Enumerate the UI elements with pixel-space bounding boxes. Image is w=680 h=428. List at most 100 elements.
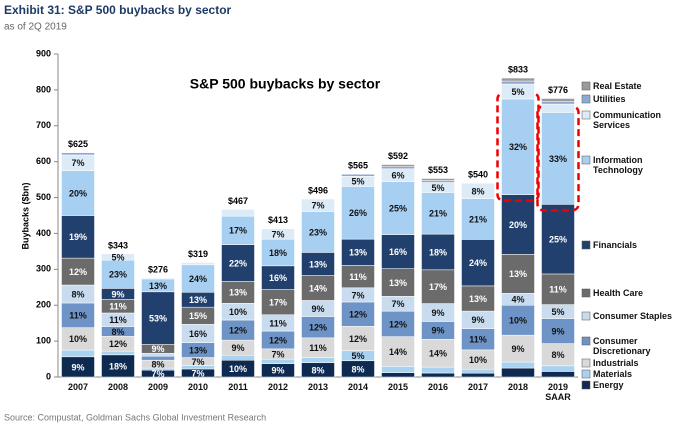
x-tick-label: 2013 [307, 382, 329, 392]
segment-label: 10% [69, 334, 87, 344]
segment-label: 22% [229, 258, 247, 268]
segment-label: 5% [351, 177, 364, 187]
segment-label: 8% [471, 186, 484, 196]
bar-segment [101, 253, 135, 261]
bar-segment [381, 336, 415, 367]
segment-label: 14% [309, 283, 327, 293]
segment-label: 17% [229, 226, 247, 236]
bar-segment [381, 181, 415, 235]
bar-segment [141, 277, 175, 280]
bar-segment [501, 367, 535, 378]
bar-segment [541, 365, 575, 372]
segment-label: 7% [71, 158, 84, 168]
x-tick-label: 2010 [187, 382, 209, 392]
legend-label: Communication Services [593, 110, 662, 130]
segment-label: 13% [389, 278, 407, 288]
segment-label: 12% [309, 323, 327, 333]
legend-swatch [581, 288, 591, 298]
bar-segment [341, 186, 375, 240]
total-label: $540 [468, 170, 488, 180]
bar-segment [381, 372, 415, 378]
x-tick-label: 2019 SAAR [545, 382, 571, 402]
segment-label: 25% [549, 235, 567, 245]
segment-label: 9% [231, 343, 244, 353]
segment-label: 13% [149, 281, 167, 291]
legend-swatch [581, 369, 591, 379]
segment-label: 7% [271, 349, 284, 359]
segment-label: 9% [431, 326, 444, 336]
segment-label: 8% [151, 359, 164, 369]
legend-swatch [581, 240, 591, 250]
segment-label: 9% [431, 308, 444, 318]
bar-segment [221, 209, 255, 217]
bar-segment [341, 173, 375, 177]
bar-segment [221, 244, 255, 282]
y-tick-label: 800 [36, 84, 51, 94]
legend-label: Health Care [593, 288, 644, 298]
y-axis-label: Buybacks ($bn) [20, 182, 30, 249]
bar-segment [421, 366, 455, 374]
legend-swatch [581, 380, 591, 390]
bar-segment [461, 182, 495, 199]
x-tick-label: 2015 [387, 382, 409, 392]
segment-label: 9% [471, 315, 484, 325]
segment-label: 23% [309, 227, 327, 237]
bar-segment [261, 228, 295, 240]
segment-label: 9% [111, 289, 124, 299]
segment-label: 21% [429, 209, 447, 219]
total-label: $592 [388, 151, 408, 161]
bar-segment [141, 291, 175, 345]
segment-label: 9% [511, 344, 524, 354]
segment-label: 15% [189, 311, 207, 321]
legend-swatch [581, 94, 591, 104]
chart-title: Exhibit 31: S&P 500 buybacks by sector [4, 3, 232, 17]
legend-swatch [581, 81, 591, 91]
bar-segment [101, 350, 135, 356]
bar-segment [341, 238, 375, 266]
segment-label: 16% [389, 247, 407, 257]
total-label: $413 [268, 215, 288, 225]
segment-label: 13% [469, 294, 487, 304]
segment-label: 12% [69, 267, 87, 277]
y-tick-label: 100 [36, 335, 51, 345]
segment-label: 23% [109, 270, 127, 280]
total-label: $343 [108, 240, 128, 250]
total-label: $565 [348, 161, 368, 171]
legend-label: Materials [593, 369, 633, 379]
bar-segment [461, 368, 495, 374]
segment-label: 11% [69, 311, 87, 321]
segment-label: 12% [229, 325, 247, 335]
inner-title: S&P 500 buybacks by sector [190, 76, 381, 92]
total-label: $319 [188, 249, 208, 259]
segment-label: 19% [69, 232, 87, 242]
bar-segment [541, 98, 575, 102]
bar-segment [61, 152, 95, 156]
segment-label: 10% [229, 307, 247, 317]
bar-segment [141, 355, 175, 361]
segment-label: 7% [351, 290, 364, 300]
bar-segment [61, 257, 95, 286]
segment-label: 7% [191, 357, 204, 367]
total-label: $276 [148, 264, 168, 274]
segment-label: 8% [71, 289, 84, 299]
chart-subtitle: as of 2Q 2019 [4, 22, 67, 33]
bar-segment [501, 334, 535, 363]
bar-segment [341, 326, 375, 351]
bar-segment [261, 358, 295, 364]
legend-label: Information Technology [593, 155, 643, 175]
bar-segment [301, 211, 335, 253]
bar-segment [501, 254, 535, 294]
segment-label: 12% [109, 339, 127, 349]
x-tick-label: 2016 [427, 382, 449, 392]
segment-label: 14% [389, 347, 407, 357]
legend-label: Financials [593, 240, 638, 250]
segment-label: 7% [311, 201, 324, 211]
bar-segment [501, 77, 535, 82]
segment-label: 8% [551, 350, 564, 360]
segment-label: 11% [549, 285, 567, 295]
bar-segment [501, 80, 535, 85]
y-tick-label: 500 [36, 192, 51, 202]
legend-swatch [581, 110, 591, 120]
legend-swatch [581, 358, 591, 368]
segment-label: 6% [391, 171, 404, 181]
